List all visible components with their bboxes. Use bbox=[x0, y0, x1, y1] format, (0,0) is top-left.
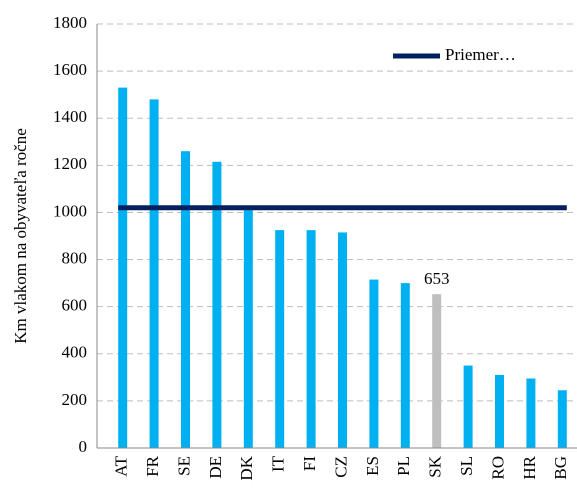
y-tick-label: 1800 bbox=[53, 13, 87, 32]
bar bbox=[181, 151, 190, 448]
bar bbox=[495, 374, 504, 448]
y-axis-label: Km vlakom na obyvateľa ročne bbox=[11, 128, 30, 344]
x-tick-label: SL bbox=[457, 456, 476, 476]
y-tick-label: 1600 bbox=[53, 60, 87, 79]
y-tick-label: 600 bbox=[62, 296, 88, 315]
y-tick-label: 1000 bbox=[53, 201, 87, 220]
x-tick-label: ES bbox=[363, 456, 382, 476]
x-tick-label: HR bbox=[520, 455, 539, 479]
y-tick-label: 200 bbox=[62, 390, 88, 409]
x-tick-label: SE bbox=[174, 456, 193, 476]
bar bbox=[243, 210, 253, 448]
bar bbox=[463, 365, 473, 448]
bar bbox=[212, 161, 222, 449]
x-tick-label: DK bbox=[237, 455, 256, 480]
x-tick-label: SK bbox=[426, 455, 445, 477]
y-tick-label: 800 bbox=[62, 248, 88, 267]
bar bbox=[118, 87, 128, 448]
x-tick-label: BG bbox=[551, 456, 570, 480]
bar bbox=[338, 232, 347, 448]
bar bbox=[557, 390, 567, 448]
bar bbox=[369, 279, 379, 448]
x-tick-label: FI bbox=[300, 456, 319, 471]
bar bbox=[400, 283, 410, 448]
y-tick-label: 0 bbox=[79, 437, 88, 456]
legend-label: Priemer… bbox=[445, 45, 516, 64]
x-tick-label: CZ bbox=[331, 456, 350, 478]
bar bbox=[306, 230, 316, 448]
bar bbox=[275, 230, 285, 448]
x-tick-label: PL bbox=[394, 456, 413, 476]
x-tick-label: DE bbox=[206, 456, 225, 479]
bar bbox=[149, 99, 159, 448]
x-tick-label: RO bbox=[488, 456, 507, 480]
y-tick-label: 400 bbox=[62, 343, 88, 362]
y-tick-label: 1200 bbox=[53, 154, 87, 173]
data-label: 653 bbox=[424, 269, 450, 288]
x-tick-label: IT bbox=[269, 455, 288, 472]
y-tick-label: 1400 bbox=[53, 107, 87, 126]
x-tick-label: AT bbox=[112, 455, 131, 476]
x-tick-label: FR bbox=[143, 455, 162, 476]
bar bbox=[526, 378, 536, 448]
bar bbox=[432, 294, 442, 448]
